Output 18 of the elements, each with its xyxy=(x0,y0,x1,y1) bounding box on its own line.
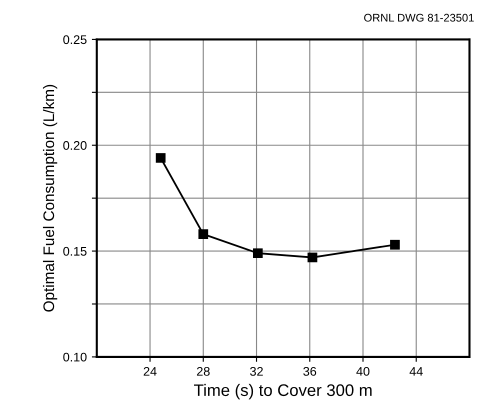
text: ORNL DWG 81-23501 xyxy=(364,14,474,22)
y-tick-label: 0.20 xyxy=(63,141,87,150)
y-axis-title: Optimal Fuel Consumption (L/km) xyxy=(42,84,58,312)
x-tick-label: 36 xyxy=(303,366,316,376)
x-tick-label: 44 xyxy=(410,367,423,376)
x-tick-label: 28 xyxy=(196,366,210,376)
point xyxy=(390,240,400,250)
y-tick-label: 0.25 xyxy=(63,35,87,44)
y-tick-label: 0.10 xyxy=(63,352,87,362)
point xyxy=(198,229,208,240)
point xyxy=(252,248,263,258)
y-tick-label: 0.15 xyxy=(63,246,87,256)
point xyxy=(308,252,318,262)
x-tick-label: 24 xyxy=(144,366,157,376)
x-tick-label: 32 xyxy=(250,366,263,376)
x-axis-title: Time (s) to Cover 300 m xyxy=(194,384,372,400)
x-tick-label: 40 xyxy=(356,366,370,376)
point xyxy=(156,153,166,163)
